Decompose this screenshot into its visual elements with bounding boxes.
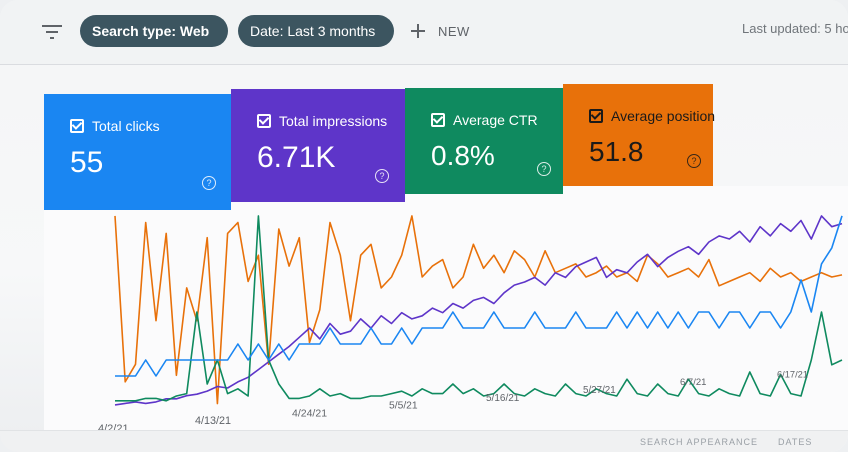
metric-card-average-ctr[interactable]: Average CTR 0.8% ? xyxy=(405,88,563,194)
metric-card-average-position[interactable]: Average position 51.8 ? xyxy=(563,84,716,186)
help-icon[interactable]: ? xyxy=(537,162,551,176)
series-line-ctr xyxy=(115,215,843,402)
x-tick-label: 5/27/21 xyxy=(583,385,616,396)
metric-value: 6.71K xyxy=(257,141,336,174)
checkbox-checked-icon[interactable] xyxy=(431,113,445,127)
filter-list-icon[interactable] xyxy=(40,22,64,42)
new-filter-button[interactable]: NEW xyxy=(410,19,470,43)
checkbox-checked-icon[interactable] xyxy=(589,109,603,123)
new-filter-label: NEW xyxy=(438,23,470,39)
metric-label: Average CTR xyxy=(453,112,538,128)
table-header-dates[interactable]: DATES xyxy=(778,437,813,447)
x-tick-label: 4/13/21 xyxy=(195,415,231,427)
search-type-chip-label: Search type: Web xyxy=(92,23,210,39)
search-type-chip[interactable]: Search type: Web xyxy=(80,15,228,47)
metric-card-total-clicks[interactable]: Total clicks 55 ? xyxy=(44,94,231,210)
metric-label: Average position xyxy=(611,108,716,124)
date-range-chip[interactable]: Date: Last 3 months xyxy=(238,15,394,47)
metric-card-total-impressions[interactable]: Total impressions 6.71K ? xyxy=(231,89,405,202)
x-tick-label: 4/24/21 xyxy=(292,407,327,419)
date-range-chip-label: Date: Last 3 months xyxy=(250,23,376,39)
metric-value: 55 xyxy=(70,146,104,179)
table-header-search-appearance[interactable]: SEARCH APPEARANCE xyxy=(640,437,759,447)
filter-toolbar: Search type: Web Date: Last 3 months NEW… xyxy=(0,0,848,65)
help-icon[interactable]: ? xyxy=(687,154,701,168)
checkbox-checked-icon[interactable] xyxy=(257,114,271,128)
last-updated-text: Last updated: 5 hours xyxy=(742,21,848,36)
help-icon[interactable]: ? xyxy=(202,176,216,190)
metric-label: Total impressions xyxy=(279,113,388,129)
x-tick-label: 5/5/21 xyxy=(389,401,418,412)
x-tick-label: 6/17/21 xyxy=(777,369,808,379)
metric-cards: Total clicks 55 ? Total impressions 6.71… xyxy=(0,0,848,230)
series-line-position xyxy=(114,215,843,405)
metric-value: 51.8 xyxy=(589,136,644,167)
x-tick-label: 6/7/21 xyxy=(680,377,706,388)
x-tick-label: 5/16/21 xyxy=(486,393,520,404)
series-line-clicks xyxy=(115,215,843,377)
table-header-strip: SEARCH APPEARANCE DATES xyxy=(0,430,848,452)
help-icon[interactable]: ? xyxy=(375,169,389,183)
metric-label: Total clicks xyxy=(92,118,160,134)
checkbox-checked-icon[interactable] xyxy=(70,119,84,133)
metric-value: 0.8% xyxy=(431,140,495,171)
series-line-impressions xyxy=(114,215,843,406)
plus-icon xyxy=(411,24,425,38)
